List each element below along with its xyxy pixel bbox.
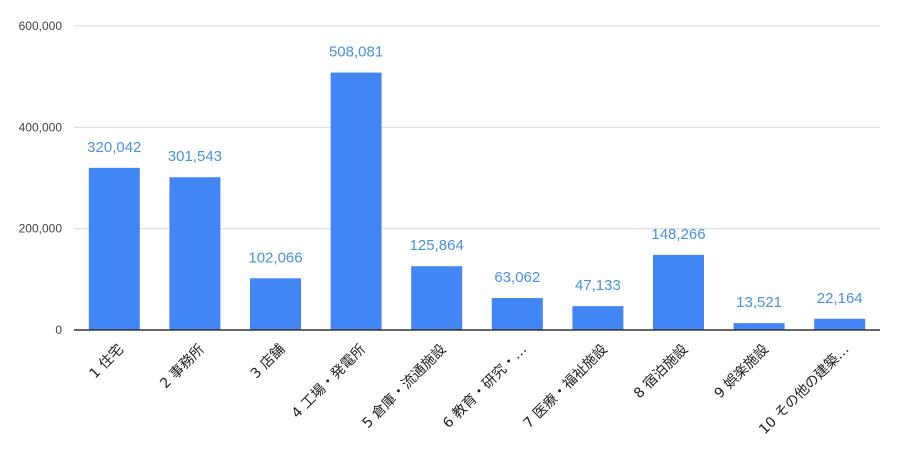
y-tick-label: 400,000: [19, 120, 63, 134]
x-tick-label: 2 事務所: [157, 342, 207, 392]
data-label: 13,521: [736, 294, 782, 311]
data-label: 148,266: [651, 226, 705, 243]
y-axis-ticks: 0 200,000 400,000 600,000: [19, 19, 63, 337]
bar: [653, 254, 704, 330]
data-label: 47,133: [575, 277, 621, 294]
data-label: 320,042: [87, 139, 141, 156]
x-tick-label: 3 店舗: [248, 342, 289, 383]
x-tick-label: 4 工場・発電所: [289, 342, 369, 422]
bars: [88, 72, 866, 330]
x-tick-label: 6 教育・研究・…: [440, 342, 530, 432]
x-tick-label: 7 医療・福祉施設: [520, 341, 611, 432]
data-label: 102,066: [248, 249, 302, 266]
bar: [169, 177, 221, 330]
x-tick-label: 8 宿泊施設: [630, 341, 691, 402]
y-tick-label: 200,000: [19, 222, 63, 236]
bar: [491, 298, 543, 330]
data-label: 22,164: [817, 290, 863, 307]
data-label: 63,062: [494, 269, 540, 286]
bar: [88, 167, 140, 330]
bar: [250, 278, 301, 330]
data-label: 301,543: [168, 148, 222, 165]
x-tick-label: 1 住宅: [87, 342, 128, 383]
data-labels: 320,042 301,543 102,066 508,081 125,864 63,06…: [87, 44, 862, 312]
bar: [814, 318, 866, 330]
bar: [411, 266, 463, 330]
x-tick-label: 5 倉庫・流通施設: [359, 341, 450, 432]
data-label: 125,864: [410, 237, 464, 254]
bar: [733, 323, 785, 330]
bar: [572, 306, 624, 330]
x-tick-label: 10 その他の建築…: [756, 342, 852, 438]
y-tick-label: 0: [55, 323, 62, 337]
data-label: 508,081: [329, 44, 383, 61]
x-tick-label: 9 娯楽施設: [712, 342, 772, 402]
y-tick-label: 600,000: [19, 19, 63, 33]
bar: [330, 72, 382, 330]
